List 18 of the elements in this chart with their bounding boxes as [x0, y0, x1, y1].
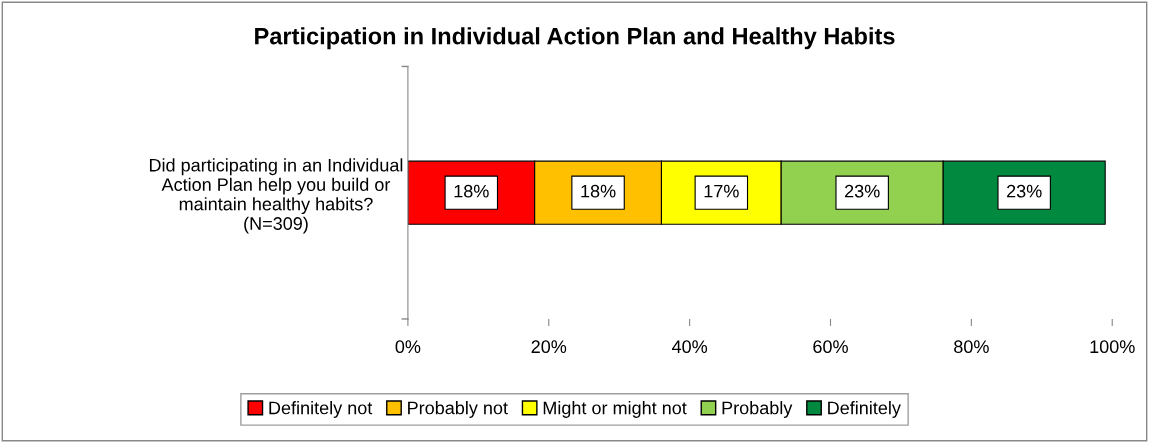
data-label: 18%: [581, 184, 616, 198]
data-label: 17%: [704, 184, 739, 198]
legend-label: Probably not: [408, 401, 508, 418]
y-tick-label: Did participating in an Individual Action Plan help you build or maintain healthy habits? (N=309): [149, 158, 403, 234]
x-tick-label: 40%: [671, 340, 708, 354]
legend-label: Might or might not: [543, 401, 687, 418]
data-label: 18%: [454, 184, 489, 198]
chart-title: Participation in Individual Action Plan and Healthy Habits: [255, 27, 895, 50]
legend-label: Definitely not: [269, 401, 373, 418]
x-tick-label: 80%: [954, 340, 989, 354]
x-tick-label: 100%: [1090, 340, 1135, 354]
data-label: 23%: [845, 184, 880, 198]
x-tick-label: 60%: [813, 340, 848, 354]
legend-label: Probably: [722, 401, 793, 418]
x-tick-label: 20%: [531, 340, 567, 354]
x-tick-label: 0%: [395, 340, 421, 354]
legend-label: Definitely: [828, 401, 901, 418]
data-label: 23%: [1007, 184, 1042, 198]
